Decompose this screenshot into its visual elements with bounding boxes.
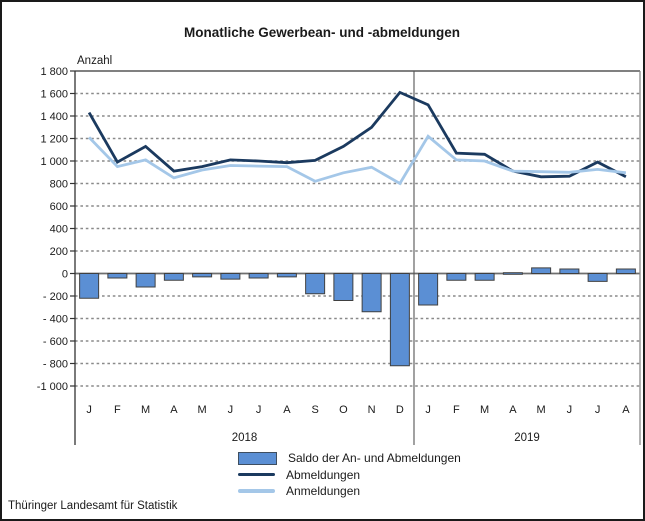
legend-swatch-anmeldungen-line <box>238 489 275 493</box>
saldo-bar <box>248 273 269 279</box>
month-label: J <box>256 404 262 416</box>
saldo-bar <box>361 273 382 313</box>
saldo-bar <box>615 268 636 274</box>
year-label: 2019 <box>514 432 540 444</box>
saldo-bar <box>333 273 354 301</box>
y-axis-unit-label: Anzahl <box>77 55 112 67</box>
legend-label-anmeldungen: Anmeldungen <box>286 484 361 498</box>
legend-item-abmeldungen: Abmeldungen <box>238 468 461 482</box>
month-label: F <box>453 404 460 416</box>
y-tick-label: - 400 <box>43 313 68 325</box>
legend-swatch-abmeldungen-line <box>238 472 275 477</box>
legend-item-anmeldungen: Anmeldungen <box>238 484 461 498</box>
y-tick-label: 600 <box>50 201 68 213</box>
legend-label-saldo: Saldo der An- und Abmeldungen <box>288 451 461 465</box>
y-axis-labels: 1 800 1 600 1 400 1 200 1 000 800 600 400 200 0 - … <box>37 66 68 393</box>
month-label: A <box>622 404 630 416</box>
legend: Saldo der An- und Abmeldungen Abmeldunge… <box>238 451 461 501</box>
saldo-bar <box>587 273 608 282</box>
saldo-bar <box>418 273 439 306</box>
month-label: M <box>537 404 546 416</box>
saldo-bar <box>502 272 523 275</box>
legend-swatch-saldo-bar <box>238 451 277 465</box>
saldo-bar <box>192 273 213 278</box>
month-label: A <box>170 404 178 416</box>
saldo-bar <box>531 267 552 274</box>
y-tick-label: 1 000 <box>40 156 68 168</box>
month-label: J <box>228 404 234 416</box>
saldo-bar <box>305 273 326 295</box>
saldo-bar <box>220 273 241 280</box>
y-tick-label: 0 <box>62 268 68 280</box>
y-tick-label: - 800 <box>43 358 68 370</box>
saldo-bar <box>559 268 580 274</box>
month-label: M <box>141 404 150 416</box>
month-label: J <box>595 404 601 416</box>
saldo-bar <box>79 273 100 299</box>
legend-item-saldo: Saldo der An- und Abmeldungen <box>238 451 461 465</box>
y-tick-label: 800 <box>50 178 68 190</box>
saldo-bar <box>107 273 128 279</box>
month-label: N <box>368 404 376 416</box>
month-label: A <box>509 404 517 416</box>
month-label: O <box>339 404 348 416</box>
y-tick-label: -1 000 <box>37 381 68 393</box>
y-tick-label: 1 800 <box>40 66 68 78</box>
saldo-bar <box>474 273 495 281</box>
month-label: M <box>480 404 489 416</box>
y-tick-label: 200 <box>50 246 68 258</box>
month-label: F <box>114 404 121 416</box>
month-label: J <box>567 404 573 416</box>
y-tick-label: - 200 <box>43 291 68 303</box>
saldo-bars <box>79 267 636 367</box>
y-tick-label: 1 600 <box>40 88 68 100</box>
month-label: D <box>396 404 404 416</box>
month-label: S <box>311 404 318 416</box>
y-tick-label: 400 <box>50 223 68 235</box>
saldo-bar <box>276 273 297 278</box>
y-tick-label: 1 400 <box>40 111 68 123</box>
saldo-bar <box>163 273 184 281</box>
month-label: M <box>198 404 207 416</box>
saldo-bar <box>446 273 467 281</box>
month-label: J <box>86 404 92 416</box>
saldo-bar <box>135 273 156 288</box>
line-abmeldungen <box>87 90 627 179</box>
y-tick-label: - 600 <box>43 336 68 348</box>
month-label: A <box>283 404 291 416</box>
year-labels: 2018 2019 <box>232 432 540 444</box>
legend-label-abmeldungen: Abmeldungen <box>286 467 361 482</box>
plot-area: 1 800 1 600 1 400 1 200 1 000 800 600 400 200 0 - … <box>37 66 641 445</box>
source-footer: Thüringer Landesamt für Statistik <box>8 500 178 512</box>
year-label: 2018 <box>232 432 258 444</box>
y-tick-label: 1 200 <box>40 133 68 145</box>
month-label: J <box>425 404 431 416</box>
line-anmeldungen <box>88 134 627 186</box>
chart-title: Monatliche Gewerbean- und -abmeldungen <box>184 25 460 40</box>
saldo-bar <box>389 273 410 367</box>
